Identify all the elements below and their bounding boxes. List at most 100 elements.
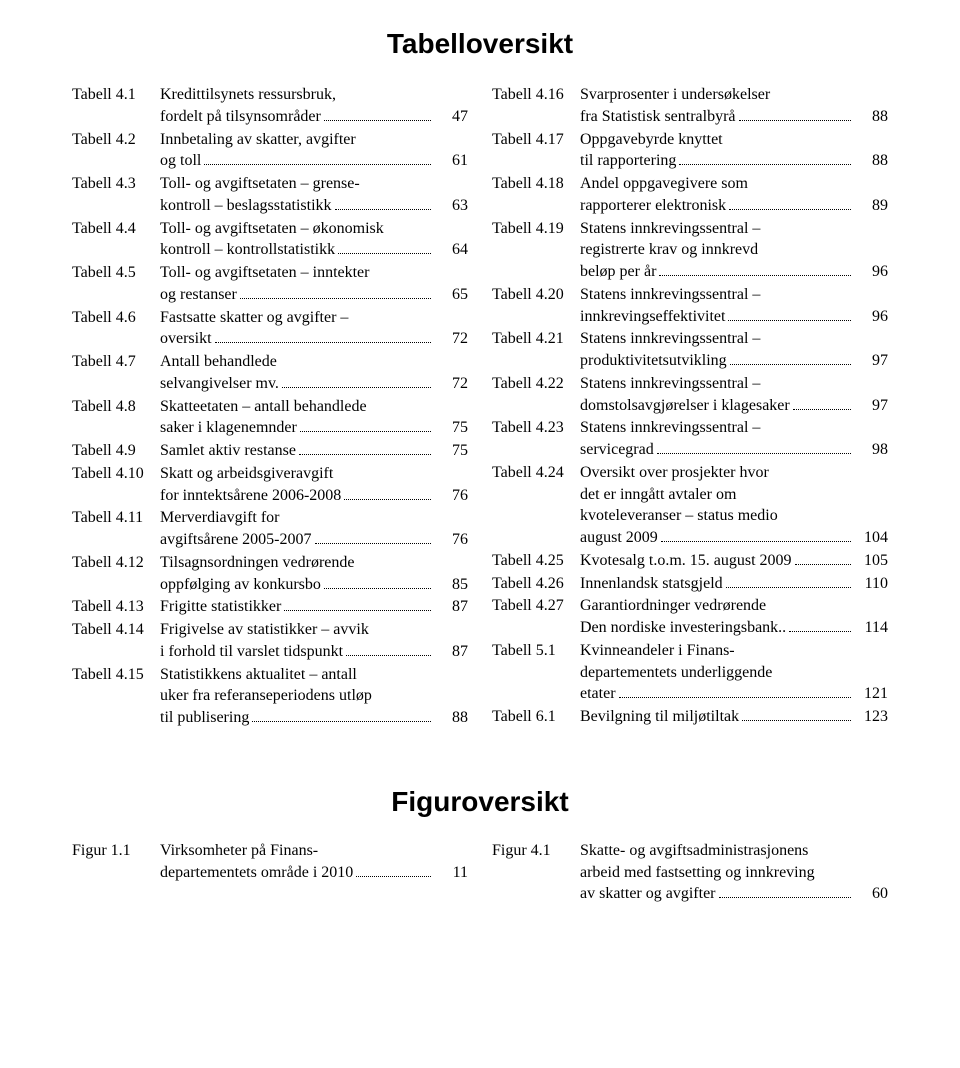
figures-right-column: Figur 4.1Skatte- og avgiftsadministrasjo… (492, 840, 888, 906)
entry-text: kontroll – beslagsstatistikk (160, 195, 332, 217)
entry-text: departementets område i 2010 (160, 862, 353, 884)
entry-line: arbeid med fastsetting og innkreving (580, 862, 888, 884)
entry-page: 97 (854, 395, 888, 417)
entry-line: servicegrad98 (580, 439, 888, 461)
entry-line: etater121 (580, 683, 888, 705)
entry-description: Kvinneandeler i Finans-departementets un… (580, 640, 888, 705)
entry-line: fordelt på tilsynsområder47 (160, 106, 468, 128)
entry-label: Figur 4.1 (492, 840, 580, 862)
toc-entry: Figur 1.1Virksomheter på Finans-departem… (72, 840, 468, 884)
entry-page: 72 (434, 328, 468, 350)
toc-entry: Tabell 4.11Merverdiavgift foravgiftsåren… (72, 507, 468, 551)
entry-text: Innbetaling av skatter, avgifter (160, 129, 356, 151)
toc-entry: Tabell 4.15Statistikkens aktualitet – an… (72, 664, 468, 729)
entry-text: produktivitetsutvikling (580, 350, 727, 372)
entry-page: 75 (434, 417, 468, 439)
entry-page: 114 (854, 617, 888, 639)
entry-line: Frigitte statistikker87 (160, 596, 468, 618)
tables-right-column: Tabell 4.16Svarprosenter i undersøkelser… (492, 84, 888, 730)
dot-leader (793, 409, 851, 410)
entry-line: kontroll – kontrollstatistikk64 (160, 239, 468, 261)
entry-description: Bevilgning til miljøtiltak123 (580, 706, 888, 728)
tables-left-column: Tabell 4.1Kredittilsynets ressursbruk,fo… (72, 84, 468, 730)
entry-description: Statistikkens aktualitet – antalluker fr… (160, 664, 468, 729)
entry-label: Tabell 4.13 (72, 596, 160, 618)
entry-line: for inntektsårene 2006-200876 (160, 485, 468, 507)
entry-page: 96 (854, 306, 888, 328)
entry-line: Toll- og avgiftsetaten – inntekter (160, 262, 468, 284)
entry-line: oppfølging av konkursbo85 (160, 574, 468, 596)
entry-label: Tabell 4.9 (72, 440, 160, 462)
entry-line: Innenlandsk statsgjeld110 (580, 573, 888, 595)
entry-line: fra Statistisk sentralbyrå88 (580, 106, 888, 128)
entry-page: 63 (434, 195, 468, 217)
entry-label: Tabell 4.20 (492, 284, 580, 306)
dot-leader (344, 499, 431, 500)
entry-text: Garantiordninger vedrørende (580, 595, 766, 617)
entry-line: Statens innkrevingssentral – (580, 218, 888, 240)
entry-line: uker fra referanseperiodens utløp (160, 685, 468, 707)
entry-text: Tilsagnsordningen vedrørende (160, 552, 355, 574)
toc-entry: Tabell 4.27Garantiordninger vedrørendeDe… (492, 595, 888, 639)
entry-text: kvoteleveranser – status medio (580, 505, 778, 527)
entry-line: Oversikt over prosjekter hvor (580, 462, 888, 484)
entry-text: Statens innkrevingssentral – (580, 417, 760, 439)
entry-line: Antall behandlede (160, 351, 468, 373)
entry-text: Fastsatte skatter og avgifter – (160, 307, 348, 329)
entry-line: saker i klagenemnder75 (160, 417, 468, 439)
entry-description: Frigivelse av statistikker – avviki forh… (160, 619, 468, 663)
tables-heading: Tabelloversikt (72, 28, 888, 60)
toc-entry: Tabell 4.24Oversikt over prosjekter hvor… (492, 462, 888, 549)
dot-leader (324, 120, 431, 121)
entry-label: Tabell 4.14 (72, 619, 160, 641)
entry-line: av skatter og avgifter60 (580, 883, 888, 905)
entry-text: oversikt (160, 328, 212, 350)
entry-page: 88 (854, 106, 888, 128)
entry-description: Merverdiavgift foravgiftsårene 2005-2007… (160, 507, 468, 551)
entry-text: Oversikt over prosjekter hvor (580, 462, 769, 484)
entry-text: Bevilgning til miljøtiltak (580, 706, 739, 728)
entry-text: i forhold til varslet tidspunkt (160, 641, 343, 663)
entry-label: Tabell 4.25 (492, 550, 580, 572)
entry-label: Tabell 4.24 (492, 462, 580, 484)
entry-text: selvangivelser mv. (160, 373, 279, 395)
entry-label: Tabell 4.12 (72, 552, 160, 574)
entry-page: 65 (434, 284, 468, 306)
entry-line: Frigivelse av statistikker – avvik (160, 619, 468, 641)
entry-label: Tabell 4.2 (72, 129, 160, 151)
toc-entry: Tabell 4.8Skatteetaten – antall behandle… (72, 396, 468, 440)
entry-page: 60 (854, 883, 888, 905)
toc-entry: Figur 4.1Skatte- og avgiftsadministrasjo… (492, 840, 888, 905)
entry-line: Skatt og arbeidsgiveravgift (160, 463, 468, 485)
entry-label: Tabell 4.23 (492, 417, 580, 439)
entry-page: 72 (434, 373, 468, 395)
entry-text: Antall behandlede (160, 351, 277, 373)
dot-leader (324, 588, 431, 589)
figures-left-column: Figur 1.1Virksomheter på Finans-departem… (72, 840, 468, 906)
toc-entry: Tabell 4.4Toll- og avgiftsetaten – økono… (72, 218, 468, 262)
entry-text: domstolsavgjørelser i klagesaker (580, 395, 790, 417)
dot-leader (346, 655, 431, 656)
toc-entry: Tabell 4.3Toll- og avgiftsetaten – grens… (72, 173, 468, 217)
toc-entry: Tabell 4.16Svarprosenter i undersøkelser… (492, 84, 888, 128)
toc-entry: Tabell 4.20Statens innkrevingssentral –i… (492, 284, 888, 328)
entry-description: Toll- og avgiftsetaten – inntekterog res… (160, 262, 468, 306)
entry-page: 96 (854, 261, 888, 283)
entry-page: 105 (854, 550, 888, 572)
entry-line: Samlet aktiv restanse75 (160, 440, 468, 462)
entry-text: august 2009 (580, 527, 658, 549)
dot-leader (299, 454, 431, 455)
entry-label: Tabell 4.22 (492, 373, 580, 395)
entry-line: og toll61 (160, 150, 468, 172)
entry-description: Toll- og avgiftsetaten – økonomiskkontro… (160, 218, 468, 262)
dot-leader (728, 320, 851, 321)
entry-line: Tilsagnsordningen vedrørende (160, 552, 468, 574)
entry-text: Kredittilsynets ressursbruk, (160, 84, 336, 106)
entry-text: Frigivelse av statistikker – avvik (160, 619, 369, 641)
dot-leader (284, 610, 431, 611)
entry-description: Toll- og avgiftsetaten – grense-kontroll… (160, 173, 468, 217)
entry-page: 64 (434, 239, 468, 261)
entry-text: servicegrad (580, 439, 654, 461)
entry-line: Skatte- og avgiftsadministrasjonens (580, 840, 888, 862)
entry-line: til publisering88 (160, 707, 468, 729)
